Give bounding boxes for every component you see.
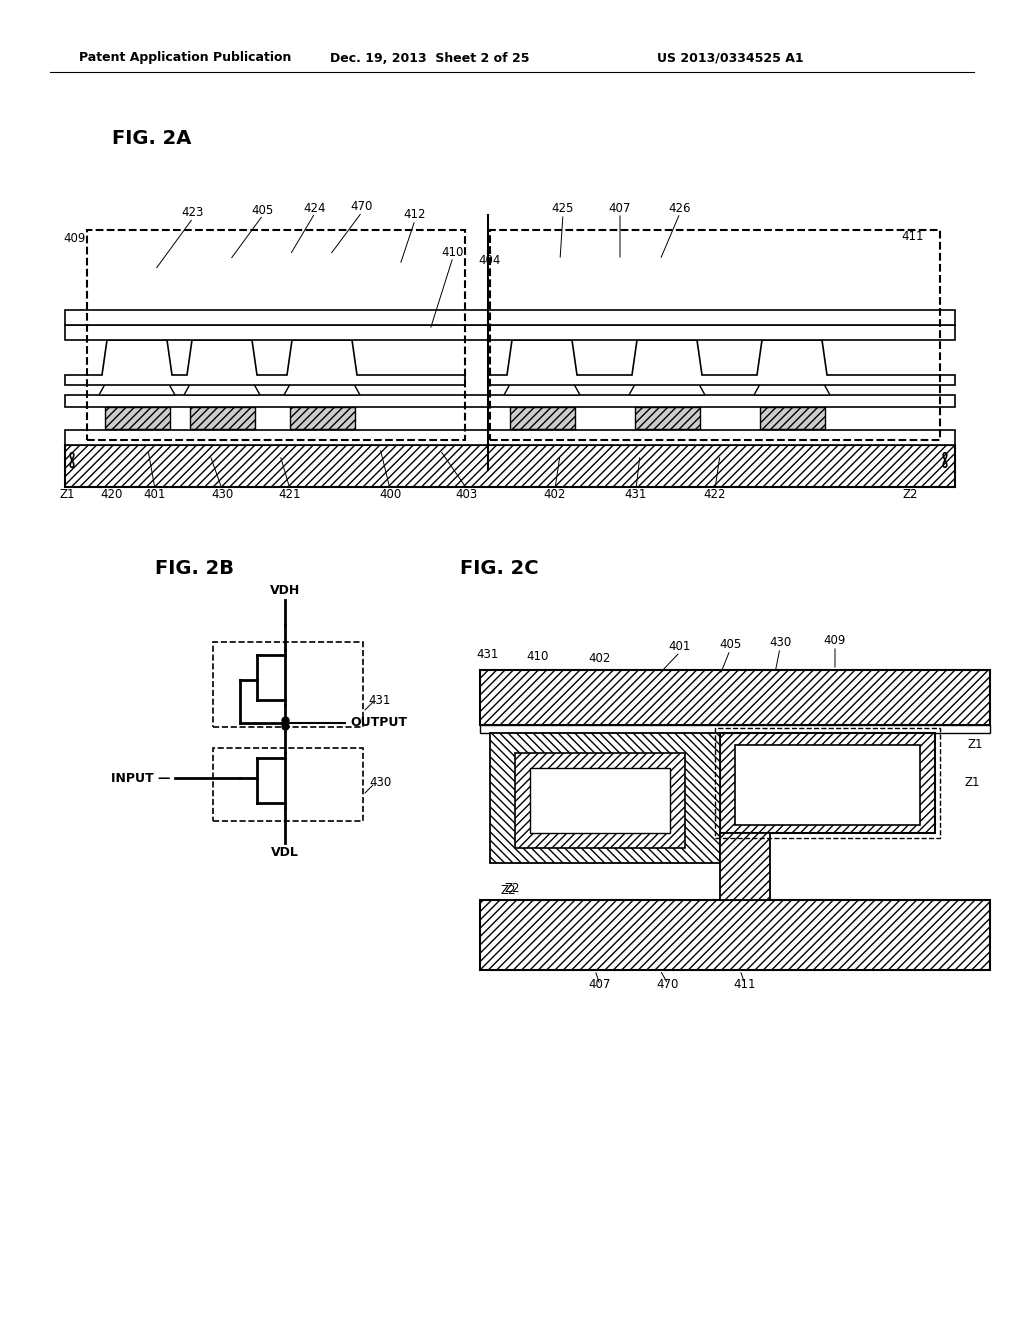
Polygon shape <box>488 341 955 385</box>
Text: 430: 430 <box>769 635 792 648</box>
Bar <box>510 407 575 429</box>
Bar <box>490 230 940 440</box>
Text: 402: 402 <box>544 487 566 500</box>
Text: 401: 401 <box>669 640 691 653</box>
Text: 431: 431 <box>477 648 499 660</box>
Bar <box>480 900 990 970</box>
Text: 412: 412 <box>403 207 426 220</box>
Text: INPUT —: INPUT — <box>111 771 170 784</box>
Bar <box>144 363 164 378</box>
Bar <box>213 642 362 727</box>
Text: Z2: Z2 <box>501 883 516 896</box>
Bar <box>765 363 785 378</box>
Text: VDH: VDH <box>270 583 300 597</box>
Bar <box>190 407 255 429</box>
Bar <box>295 363 315 378</box>
Text: 422: 422 <box>703 487 726 500</box>
Text: VDL: VDL <box>271 846 299 859</box>
Text: 403: 403 <box>456 487 478 500</box>
Text: Dec. 19, 2013  Sheet 2 of 25: Dec. 19, 2013 Sheet 2 of 25 <box>331 51 529 65</box>
Bar <box>110 363 130 378</box>
Text: 411: 411 <box>734 978 757 990</box>
Bar <box>87 230 465 440</box>
Text: Z2: Z2 <box>504 882 520 895</box>
Text: 426: 426 <box>669 202 691 214</box>
Text: FIG. 2C: FIG. 2C <box>460 558 539 578</box>
Text: Z1: Z1 <box>968 738 983 751</box>
Bar <box>515 752 685 847</box>
Text: 423: 423 <box>182 206 204 219</box>
Bar <box>515 363 535 378</box>
Bar <box>799 363 819 378</box>
Polygon shape <box>284 378 360 395</box>
Bar <box>480 725 990 733</box>
Text: OUTPUT: OUTPUT <box>350 717 407 730</box>
Polygon shape <box>99 378 175 395</box>
Bar <box>195 363 215 378</box>
Text: US 2013/0334525 A1: US 2013/0334525 A1 <box>656 51 803 65</box>
Text: 431: 431 <box>369 693 391 706</box>
Bar <box>65 430 955 445</box>
Bar <box>65 325 955 341</box>
Text: 402: 402 <box>589 652 611 664</box>
Bar <box>213 748 362 821</box>
Text: 421: 421 <box>279 487 301 500</box>
Bar <box>715 729 940 838</box>
Bar <box>105 407 170 429</box>
Bar <box>720 733 935 833</box>
Bar <box>65 310 955 325</box>
Bar <box>480 671 990 725</box>
Text: 410: 410 <box>441 246 464 259</box>
Text: Z1: Z1 <box>965 776 980 789</box>
Bar <box>65 445 955 487</box>
Bar <box>229 363 249 378</box>
Bar <box>65 395 955 407</box>
Text: 470: 470 <box>351 201 373 214</box>
Text: FIG. 2A: FIG. 2A <box>112 128 191 148</box>
Text: 407: 407 <box>589 978 611 991</box>
Bar <box>530 768 670 833</box>
Text: 425: 425 <box>552 202 574 215</box>
Text: 430: 430 <box>369 776 391 789</box>
Bar <box>329 363 349 378</box>
Bar <box>635 407 700 429</box>
Bar <box>735 744 920 825</box>
Text: 409: 409 <box>824 634 846 647</box>
Text: 431: 431 <box>625 487 647 500</box>
Polygon shape <box>65 341 465 385</box>
Text: 401: 401 <box>143 487 166 500</box>
Text: 405: 405 <box>719 638 741 651</box>
Bar <box>490 733 720 863</box>
Bar <box>290 407 355 429</box>
Text: 411: 411 <box>902 231 925 243</box>
Text: 400: 400 <box>379 487 401 500</box>
Text: 420: 420 <box>100 487 123 500</box>
Polygon shape <box>184 378 260 395</box>
Text: 404: 404 <box>479 253 501 267</box>
Text: Patent Application Publication: Patent Application Publication <box>79 51 291 65</box>
Text: 470: 470 <box>656 978 679 990</box>
Text: Z2: Z2 <box>902 487 918 500</box>
Bar <box>674 363 694 378</box>
Text: FIG. 2B: FIG. 2B <box>155 558 234 578</box>
Text: 410: 410 <box>526 651 549 664</box>
Text: Z1: Z1 <box>59 487 75 500</box>
Bar <box>720 833 770 900</box>
Text: 407: 407 <box>609 202 631 214</box>
Text: 430: 430 <box>211 487 233 500</box>
Text: 424: 424 <box>304 202 327 214</box>
Bar <box>640 363 660 378</box>
Text: 409: 409 <box>63 231 86 244</box>
Polygon shape <box>754 378 830 395</box>
Text: 405: 405 <box>252 203 274 216</box>
Bar <box>549 363 569 378</box>
Polygon shape <box>504 378 580 395</box>
Polygon shape <box>629 378 705 395</box>
Bar <box>760 407 825 429</box>
